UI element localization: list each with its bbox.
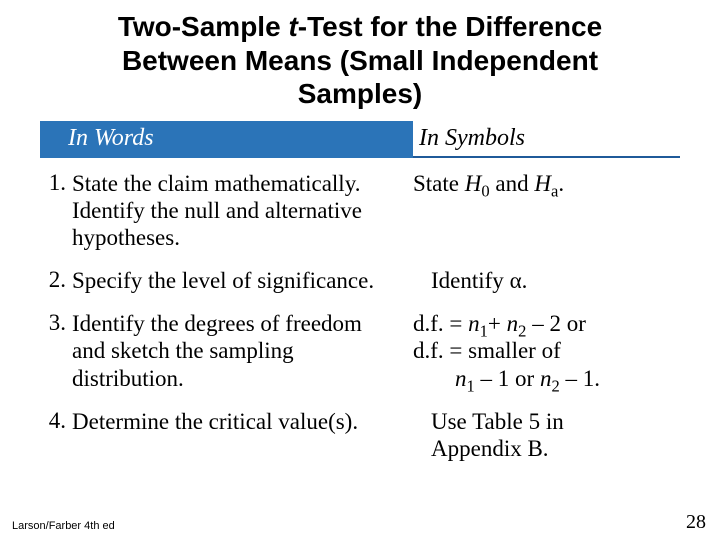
step-number: 4. xyxy=(40,408,72,462)
step-row: 2. Specify the level of significance. Id… xyxy=(0,261,720,304)
sym-text: Appendix B. xyxy=(431,436,549,461)
sym-h: H xyxy=(465,171,482,196)
step-symbols: d.f. = n1+ n2 – 2 or d.f. = smaller of n… xyxy=(413,310,680,391)
step-symbols: State H0 and Ha. xyxy=(413,170,680,251)
step-number: 1. xyxy=(40,170,72,251)
sym-text: + xyxy=(488,311,507,336)
header-in-words: In Words xyxy=(40,121,413,158)
step-words: State the claim mathematically. Identify… xyxy=(72,170,413,251)
title-part-2: Between Means (Small Independent xyxy=(122,45,598,76)
sym-sub: 2 xyxy=(551,376,559,395)
step-row: 1. State the claim mathematically. Ident… xyxy=(0,164,720,261)
step-words: Determine the critical value(s). xyxy=(72,408,413,462)
header-in-symbols: In Symbols xyxy=(413,121,680,158)
slide-title: Two-Sample t-Test for the Difference Bet… xyxy=(0,0,720,119)
sym-text: State xyxy=(413,171,465,196)
sym-n: n xyxy=(540,366,552,391)
step-words: Identify the degrees of freedom and sket… xyxy=(72,310,413,391)
step-words: Specify the level of significance. xyxy=(72,267,413,294)
sym-alpha: α xyxy=(510,268,522,293)
sym-n: n xyxy=(455,366,467,391)
step-row: 3. Identify the degrees of freedom and s… xyxy=(0,304,720,401)
title-t-italic: t xyxy=(288,11,297,42)
sym-text: – 2 or xyxy=(526,311,585,336)
step-symbols: Identify α. xyxy=(413,267,680,294)
footer-attribution: Larson/Farber 4th ed xyxy=(12,520,115,532)
step-symbols: Use Table 5 in Appendix B. xyxy=(413,408,680,462)
sym-text: . xyxy=(558,171,564,196)
sym-n: n xyxy=(468,311,480,336)
sym-text: . xyxy=(522,268,528,293)
sym-sub: 1 xyxy=(467,376,475,395)
step-number: 2. xyxy=(40,267,72,294)
sym-text: Identify xyxy=(431,268,510,293)
title-part-1b: -Test for the Difference xyxy=(298,11,602,42)
sym-h: H xyxy=(534,171,551,196)
column-header-bar: In Words In Symbols xyxy=(40,121,680,158)
sym-text: Use Table 5 in xyxy=(431,409,564,434)
title-part-3: Samples) xyxy=(298,78,423,109)
page-number: 28 xyxy=(686,511,706,534)
steps-list: 1. State the claim mathematically. Ident… xyxy=(0,158,720,472)
sym-text: and xyxy=(490,171,535,196)
title-part-1: Two-Sample xyxy=(118,11,289,42)
sym-indent: n1 – 1 or n2 – 1. xyxy=(413,365,680,392)
sym-sub: 0 xyxy=(481,181,489,200)
sym-text: d.f. = xyxy=(413,311,468,336)
step-row: 4. Determine the critical value(s). Use … xyxy=(0,402,720,472)
sym-n: n xyxy=(507,311,519,336)
step-number: 3. xyxy=(40,310,72,391)
sym-text: – 1. xyxy=(560,366,600,391)
sym-text: – 1 or xyxy=(475,366,540,391)
sym-text: d.f. = smaller of xyxy=(413,338,561,363)
slide: { "title_line1": "Two-Sample ", "title_t… xyxy=(0,0,720,540)
